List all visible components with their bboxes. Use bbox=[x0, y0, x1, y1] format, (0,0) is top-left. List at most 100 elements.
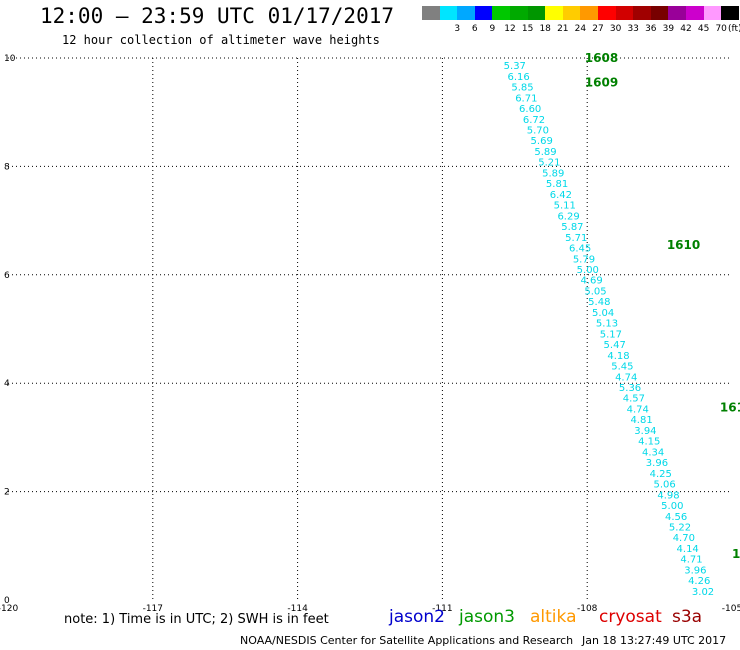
swh-value: 5.69 bbox=[531, 136, 553, 147]
satellite-label-jason3: jason3 bbox=[459, 607, 515, 627]
y-tick-label: 2 bbox=[4, 488, 10, 498]
legend-label: 27 bbox=[592, 24, 604, 34]
swh-value: 4.14 bbox=[677, 544, 699, 555]
credit-text: NOAA/NESDIS Center for Satellite Applica… bbox=[240, 634, 574, 647]
swh-value: 6.29 bbox=[557, 211, 579, 222]
legend-label: 36 bbox=[645, 24, 657, 34]
x-tick-label: -108 bbox=[577, 604, 598, 614]
legend-label: 70 bbox=[715, 24, 727, 34]
swh-value: 5.04 bbox=[592, 308, 614, 319]
footer-note: note: 1) Time is in UTC; 2) SWH is in fe… bbox=[64, 612, 329, 627]
swh-value: 5.47 bbox=[604, 340, 626, 351]
swh-value: 5.87 bbox=[561, 222, 583, 233]
swh-value: 5.37 bbox=[504, 61, 526, 72]
legend-swatch bbox=[598, 6, 617, 20]
swh-value: 5.45 bbox=[611, 362, 633, 373]
legend-swatch bbox=[633, 6, 652, 20]
swh-value: 6.42 bbox=[550, 190, 572, 201]
swh-value: 5.79 bbox=[573, 254, 595, 265]
legend-swatch bbox=[527, 6, 546, 20]
legend-swatch bbox=[650, 6, 669, 20]
pass-time-label: 1610 bbox=[667, 238, 700, 252]
legend-label: 24 bbox=[574, 24, 587, 34]
swh-value: 5.06 bbox=[653, 480, 675, 491]
generated-timestamp: Jan 18 13:27:49 UTC 2017 bbox=[582, 634, 727, 647]
legend-label: 9 bbox=[489, 24, 496, 34]
swh-value: 4.69 bbox=[580, 276, 602, 287]
pass-time-label: 1609 bbox=[585, 75, 618, 89]
legend-swatch bbox=[439, 6, 458, 20]
legend-label: 42 bbox=[680, 24, 692, 34]
swh-value: 4.25 bbox=[650, 469, 672, 480]
legend-swatch bbox=[703, 6, 722, 20]
swh-value: 5.11 bbox=[554, 201, 576, 212]
legend-swatch bbox=[457, 6, 476, 20]
swh-value: 4.18 bbox=[607, 351, 629, 362]
y-tick-label: 0 bbox=[4, 596, 10, 606]
legend-label: 45 bbox=[697, 24, 710, 34]
legend-swatch bbox=[668, 6, 687, 20]
legend-swatch bbox=[545, 6, 564, 20]
swh-value: 5.21 bbox=[538, 158, 560, 169]
legend-label: 18 bbox=[539, 24, 551, 34]
legend-label: 12 bbox=[504, 24, 516, 34]
swh-value: 5.48 bbox=[588, 297, 610, 308]
swh-value: 3.96 bbox=[646, 458, 668, 469]
legend-swatch bbox=[686, 6, 705, 20]
y-tick-label: 4 bbox=[4, 379, 10, 389]
satellite-label-s3a: s3a bbox=[672, 607, 703, 627]
satellite-label-cryosat: cryosat bbox=[599, 607, 662, 627]
pass-time-label: 1 bbox=[732, 547, 740, 561]
swh-value: 4.70 bbox=[673, 533, 695, 544]
y-tick-label: 6 bbox=[4, 271, 10, 281]
satellite-label-jason2: jason2 bbox=[389, 607, 445, 627]
swh-value: 4.56 bbox=[665, 512, 687, 523]
swh-value: 6.45 bbox=[569, 244, 591, 255]
swh-value: 5.22 bbox=[669, 522, 691, 533]
swh-value: 4.74 bbox=[627, 404, 649, 415]
x-tick-label: -114 bbox=[287, 604, 308, 614]
legend-label: 33 bbox=[627, 24, 639, 34]
page-title: 12:00 – 23:59 UTC 01/17/2017 bbox=[40, 4, 395, 28]
swh-value: 5.70 bbox=[527, 126, 549, 137]
y-tick-label: 10 bbox=[4, 54, 16, 64]
swh-value: 4.81 bbox=[630, 415, 652, 426]
swh-value: 4.26 bbox=[688, 576, 710, 587]
y-tick-label: 8 bbox=[4, 162, 10, 172]
swh-value: 4.98 bbox=[657, 490, 679, 501]
legend-swatch bbox=[562, 6, 581, 20]
swh-value: 5.71 bbox=[565, 233, 587, 244]
swh-value: 6.60 bbox=[519, 104, 541, 115]
swh-value: 3.94 bbox=[634, 426, 656, 437]
swh-value: 5.17 bbox=[600, 329, 622, 340]
swh-value: 4.15 bbox=[638, 437, 660, 448]
swh-value: 3.96 bbox=[684, 565, 706, 576]
swh-value: 6.71 bbox=[515, 93, 537, 104]
legend-label: 6 bbox=[471, 24, 478, 34]
swh-value: 4.71 bbox=[680, 555, 702, 566]
legend-swatch bbox=[492, 6, 511, 20]
swh-value: 4.57 bbox=[623, 394, 645, 405]
swh-value: 5.13 bbox=[596, 319, 618, 330]
swh-value: 5.00 bbox=[577, 265, 599, 276]
swh-value: 5.85 bbox=[511, 83, 533, 94]
legend-swatch bbox=[474, 6, 493, 20]
legend-swatch bbox=[580, 6, 599, 20]
swh-value: 3.02 bbox=[692, 587, 714, 598]
legend-label: 15 bbox=[521, 24, 534, 34]
swh-value: 5.00 bbox=[661, 501, 683, 512]
legend-label: 39 bbox=[662, 24, 675, 34]
legend-label: 30 bbox=[609, 24, 622, 34]
x-tick-label: -111 bbox=[432, 604, 452, 614]
swh-value: 4.34 bbox=[642, 447, 664, 458]
x-tick-label: -120 bbox=[0, 604, 18, 614]
legend-swatch bbox=[615, 6, 634, 20]
satellite-label-altika: altika bbox=[530, 607, 577, 627]
x-tick-label: -117 bbox=[143, 604, 163, 614]
swh-value: 6.16 bbox=[508, 72, 530, 83]
page-subtitle: 12 hour collection of altimeter wave hei… bbox=[62, 33, 380, 47]
swh-value: 5.36 bbox=[619, 383, 641, 394]
legend-label: 21 bbox=[557, 24, 569, 34]
legend-swatch bbox=[721, 6, 740, 20]
